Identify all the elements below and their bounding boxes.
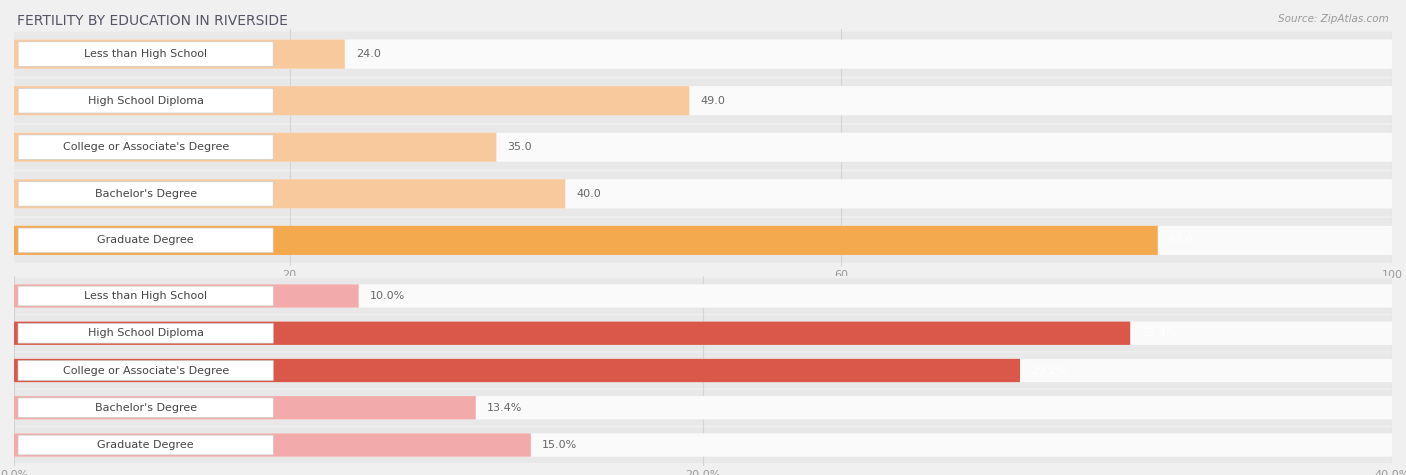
FancyBboxPatch shape [18, 398, 273, 418]
FancyBboxPatch shape [14, 285, 1392, 308]
Text: College or Associate's Degree: College or Associate's Degree [62, 142, 229, 152]
FancyBboxPatch shape [14, 390, 1392, 426]
FancyBboxPatch shape [14, 315, 1392, 351]
FancyBboxPatch shape [14, 86, 1392, 115]
FancyBboxPatch shape [14, 285, 359, 308]
FancyBboxPatch shape [14, 396, 475, 419]
FancyBboxPatch shape [18, 286, 273, 306]
Text: 83.0: 83.0 [1168, 236, 1194, 246]
Text: Source: ZipAtlas.com: Source: ZipAtlas.com [1278, 14, 1389, 24]
Text: Bachelor's Degree: Bachelor's Degree [94, 189, 197, 199]
FancyBboxPatch shape [14, 39, 1392, 69]
Text: FERTILITY BY EDUCATION IN RIVERSIDE: FERTILITY BY EDUCATION IN RIVERSIDE [17, 14, 288, 28]
FancyBboxPatch shape [14, 133, 1392, 162]
FancyBboxPatch shape [14, 179, 1392, 209]
Text: Less than High School: Less than High School [84, 49, 207, 59]
Text: Graduate Degree: Graduate Degree [97, 440, 194, 450]
FancyBboxPatch shape [14, 278, 1392, 314]
FancyBboxPatch shape [14, 396, 1392, 419]
FancyBboxPatch shape [14, 352, 1392, 389]
FancyBboxPatch shape [14, 32, 1392, 76]
FancyBboxPatch shape [14, 427, 1392, 463]
Text: Bachelor's Degree: Bachelor's Degree [94, 403, 197, 413]
Text: 29.2%: 29.2% [1031, 365, 1067, 376]
FancyBboxPatch shape [14, 133, 496, 162]
FancyBboxPatch shape [14, 433, 1392, 456]
FancyBboxPatch shape [18, 228, 273, 253]
FancyBboxPatch shape [14, 125, 1392, 170]
FancyBboxPatch shape [14, 433, 531, 456]
FancyBboxPatch shape [14, 359, 1392, 382]
FancyBboxPatch shape [14, 39, 344, 69]
Text: 24.0: 24.0 [356, 49, 381, 59]
FancyBboxPatch shape [18, 361, 273, 380]
FancyBboxPatch shape [14, 322, 1130, 345]
Text: College or Associate's Degree: College or Associate's Degree [62, 365, 229, 376]
Text: Graduate Degree: Graduate Degree [97, 236, 194, 246]
FancyBboxPatch shape [18, 323, 273, 343]
FancyBboxPatch shape [14, 226, 1392, 255]
FancyBboxPatch shape [14, 218, 1392, 263]
FancyBboxPatch shape [18, 88, 273, 113]
FancyBboxPatch shape [14, 179, 565, 209]
Text: 13.4%: 13.4% [486, 403, 522, 413]
FancyBboxPatch shape [18, 135, 273, 160]
FancyBboxPatch shape [14, 171, 1392, 216]
Text: 40.0: 40.0 [576, 189, 600, 199]
FancyBboxPatch shape [14, 78, 1392, 123]
Text: 49.0: 49.0 [700, 95, 725, 105]
Text: 15.0%: 15.0% [541, 440, 576, 450]
FancyBboxPatch shape [14, 359, 1019, 382]
FancyBboxPatch shape [14, 226, 1157, 255]
Text: 32.4%: 32.4% [1142, 328, 1177, 338]
FancyBboxPatch shape [18, 435, 273, 455]
Text: 10.0%: 10.0% [370, 291, 405, 301]
FancyBboxPatch shape [18, 42, 273, 66]
FancyBboxPatch shape [14, 86, 689, 115]
Text: High School Diploma: High School Diploma [87, 95, 204, 105]
Text: High School Diploma: High School Diploma [87, 328, 204, 338]
Text: Less than High School: Less than High School [84, 291, 207, 301]
FancyBboxPatch shape [14, 322, 1392, 345]
Text: 35.0: 35.0 [508, 142, 531, 152]
FancyBboxPatch shape [18, 181, 273, 206]
